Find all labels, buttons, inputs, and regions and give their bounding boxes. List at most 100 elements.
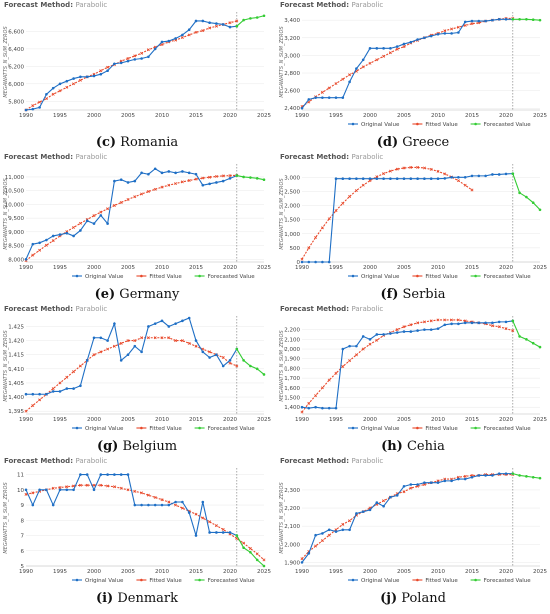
fitted-value-line xyxy=(25,484,265,561)
x-tick-label: 2015 xyxy=(189,417,203,423)
fitted-value-point xyxy=(348,519,352,523)
original-value-point xyxy=(409,40,413,44)
x-tick-label: 1990 xyxy=(295,113,309,119)
fitted-value-point xyxy=(402,490,406,494)
y-tick-label: 9,000 xyxy=(8,230,24,236)
fitted-value-point xyxy=(140,336,144,340)
x-tick-label: 1995 xyxy=(329,569,343,575)
original-value-point xyxy=(153,47,157,51)
forecasted-value-point xyxy=(255,558,259,562)
original-value-point xyxy=(443,32,447,35)
chart-caption: (e) Germany xyxy=(2,287,272,302)
fitted-value-point xyxy=(327,217,331,221)
fitted-value-point xyxy=(201,516,205,520)
original-value-point xyxy=(72,77,75,80)
original-value-point xyxy=(334,406,338,410)
original-value-point xyxy=(58,82,62,86)
original-value-point xyxy=(24,108,28,112)
original-value-point xyxy=(51,390,55,393)
fitted-value-point xyxy=(463,23,467,27)
fitted-value-point xyxy=(443,29,447,33)
original-value-point xyxy=(321,96,324,99)
forecasted-value-point xyxy=(525,475,528,478)
x-tick-label: 1995 xyxy=(53,569,67,575)
y-tick-label: 1,900 xyxy=(284,357,300,363)
fitted-value-point xyxy=(300,257,304,261)
original-value-point xyxy=(491,18,494,22)
fitted-value-point xyxy=(395,328,399,332)
legend-fitted-label: Fitted Value xyxy=(425,426,458,432)
x-tick-label: 2025 xyxy=(533,265,547,271)
fitted-value-point xyxy=(58,89,62,93)
fitted-value-point xyxy=(133,54,137,58)
legend-fitted-label: Fitted Value xyxy=(425,274,458,280)
original-value-point xyxy=(221,531,225,534)
x-tick-label: 2015 xyxy=(465,417,479,423)
y-tick-label: 5,800 xyxy=(8,99,24,105)
chart-caption: (h) Cehia xyxy=(278,439,548,454)
original-value-point xyxy=(491,474,494,477)
fitted-value-point xyxy=(228,361,232,365)
fitted-value-line xyxy=(25,337,238,412)
original-value-point xyxy=(187,171,191,175)
original-value-point xyxy=(113,62,116,66)
original-value-point xyxy=(126,59,130,63)
original-value-point xyxy=(355,512,358,515)
y-tick-label: 1,700 xyxy=(284,376,300,382)
chart-caption: (g) Belgium xyxy=(2,439,272,454)
fitted-value-point xyxy=(341,365,345,368)
original-value-point xyxy=(215,353,218,357)
chart-caption: (c) Romania xyxy=(2,135,272,150)
original-value-point xyxy=(300,106,304,110)
x-tick-label: 2020 xyxy=(223,113,237,119)
fitted-value-point xyxy=(92,214,96,218)
fitted-value-point xyxy=(395,167,399,171)
x-tick-label: 1990 xyxy=(19,265,33,271)
original-value-point xyxy=(361,510,365,513)
caption-country: Germany xyxy=(115,287,180,302)
forecasted-value-point xyxy=(242,175,245,179)
forecasted-value-point xyxy=(538,476,542,480)
fitted-value-point xyxy=(409,165,413,169)
fitted-value-point xyxy=(409,323,413,327)
y-tick-label: 2,000 xyxy=(284,204,300,210)
forecasted-value-line xyxy=(512,320,541,348)
fitted-value-point xyxy=(242,541,246,545)
fitted-value-point xyxy=(436,169,440,173)
original-value-point xyxy=(361,58,365,62)
x-tick-label: 1995 xyxy=(329,417,343,423)
fitted-value-point xyxy=(348,195,352,198)
x-tick-label: 2010 xyxy=(155,569,169,575)
fitted-value-point xyxy=(194,512,198,516)
forecasted-value-point xyxy=(262,14,266,18)
chart-panel-romania: Forecast Method: Parabolic MEGAWATTS_N_SU… xyxy=(2,0,272,151)
original-value-point xyxy=(361,177,365,181)
forecasted-value-point xyxy=(511,172,515,175)
y-tick-label: 10,000 xyxy=(5,202,25,208)
fitted-value-point xyxy=(201,176,205,180)
original-value-point xyxy=(409,330,413,333)
y-tick-label: 500 xyxy=(290,246,301,252)
forecasted-value-point xyxy=(511,472,515,475)
original-value-point xyxy=(491,173,494,176)
legend-forecasted-label: Forecasted Value xyxy=(208,274,256,280)
fitted-value-point xyxy=(314,235,318,239)
y-tick-label: 8,500 xyxy=(8,244,24,250)
x-tick-label: 1995 xyxy=(53,113,67,119)
forecasted-value-point xyxy=(531,475,535,479)
forecasted-value-point xyxy=(518,474,521,477)
fitted-value-point xyxy=(208,520,212,524)
forecasted-value-point xyxy=(531,341,535,345)
fitted-value-point xyxy=(382,499,386,503)
forecast-method-value: Parabolic xyxy=(351,153,383,161)
original-value-point xyxy=(423,36,426,40)
original-value-point xyxy=(368,338,372,341)
fitted-value-point xyxy=(504,327,508,331)
fitted-value-point xyxy=(341,522,345,526)
fitted-value-point xyxy=(327,533,331,537)
fitted-value-point xyxy=(51,486,55,490)
original-value-point xyxy=(31,107,35,111)
x-tick-label: 2005 xyxy=(397,417,411,423)
original-value-point xyxy=(106,69,109,73)
original-value-point xyxy=(140,57,143,60)
